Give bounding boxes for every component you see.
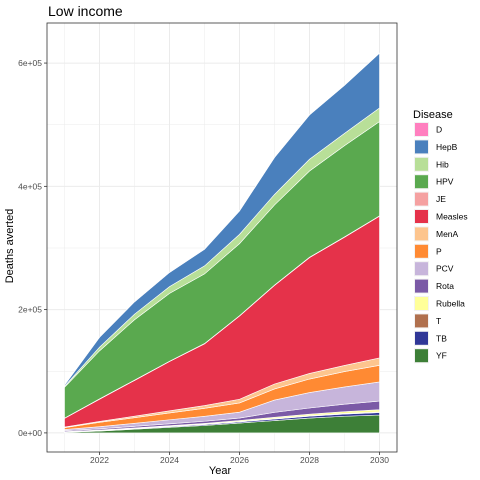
legend-label-mena: MenA — [436, 229, 459, 239]
legend-label-p: P — [436, 246, 442, 256]
legend-label-je: JE — [436, 194, 446, 204]
legend-swatch-mena — [415, 227, 428, 241]
x-axis: 2022 2024 2026 2028 2030 — [90, 452, 389, 465]
y-axis-label: Deaths averted — [4, 209, 16, 284]
x-tick-label: 2024 — [160, 455, 179, 465]
y-tick-label: 0e+00 — [18, 428, 42, 438]
legend-swatch-hpv — [415, 175, 428, 189]
legend-label-d: D — [436, 125, 442, 135]
legend-swatch-tb — [415, 331, 428, 345]
x-axis-label: Year — [209, 465, 232, 477]
legend-label-hepb: HepB — [436, 142, 458, 152]
legend-label-t: T — [436, 316, 441, 326]
x-tick-label: 2028 — [300, 455, 319, 465]
legend-swatch-hepb — [415, 140, 428, 154]
x-tick-label: 2030 — [370, 455, 389, 465]
legend-label-rota: Rota — [436, 281, 454, 291]
y-tick-label: 6e+05 — [18, 58, 42, 68]
y-tick-label: 2e+05 — [18, 305, 42, 315]
legend-swatch-pcv — [415, 262, 428, 276]
legend-swatch-rubella — [415, 297, 428, 310]
x-tick-label: 2022 — [90, 455, 109, 465]
legend-swatch-p — [415, 244, 428, 258]
legend-label-yf: YF — [436, 351, 447, 361]
x-tick-label: 2026 — [230, 455, 249, 465]
legend-label-tb: TB — [436, 333, 447, 343]
area-d — [64, 52, 380, 387]
legend-label-measles: Measles — [436, 212, 468, 222]
legend: Disease D HepB Hib HPV JE Measles MenA P PCV Rota… — [413, 109, 468, 364]
legend-swatch-rota — [415, 279, 428, 293]
chart-title: Low income — [48, 3, 123, 19]
legend-swatch-je — [415, 192, 428, 206]
panel-border — [46, 22, 398, 453]
y-axis: 0e+00 2e+05 4e+05 6e+05 — [18, 58, 47, 438]
legend-swatch-t — [415, 314, 428, 328]
legend-swatch-measles — [415, 210, 428, 223]
legend-label-hpv: HPV — [436, 177, 454, 187]
legend-label-pcv: PCV — [436, 264, 454, 274]
y-tick-label: 4e+05 — [18, 181, 42, 191]
legend-label-rubella: Rubella — [436, 299, 465, 309]
legend-swatch-d — [415, 123, 428, 136]
legend-swatch-yf — [415, 349, 428, 363]
legend-label-hib: Hib — [436, 159, 449, 169]
area-layers — [64, 52, 380, 434]
legend-swatch-hib — [415, 157, 428, 171]
legend-title: Disease — [413, 109, 453, 121]
